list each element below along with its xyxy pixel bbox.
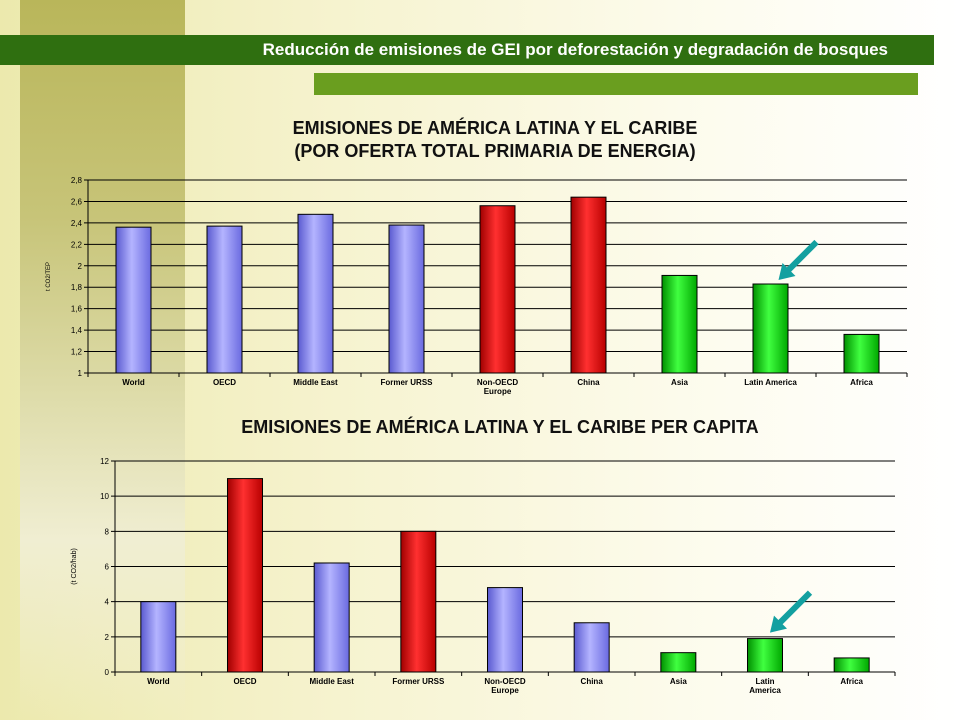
chart2-bar-latin-america	[747, 638, 783, 673]
chart2-title-line1: EMISIONES DE AMÉRICA LATINA Y EL CARIBE …	[241, 417, 759, 437]
chart1-ytick-label: 1,8	[71, 283, 83, 292]
chart1-ytick-label: 2,6	[71, 197, 83, 206]
chart2-ytick-label: 12	[100, 457, 109, 466]
chart2-category-label: Europe	[491, 686, 519, 695]
chart2-svg: 0 2 4 6 8 10 12 (t CO2/hab) World OECD Middle East…	[71, 457, 896, 695]
chart2-category-label: China	[581, 677, 604, 686]
chart2-category-label: Non-OECD	[484, 677, 526, 686]
chart2-category-label: Latin	[755, 677, 774, 686]
chart1-bar-former-urss	[388, 224, 425, 374]
chart1-category-label: Africa	[850, 378, 873, 387]
chart2-category-label: Africa	[840, 677, 863, 686]
decorative-left-band	[20, 0, 185, 720]
chart1-category-label: Non-OECD	[477, 378, 519, 387]
chart1-title-line1: EMISIONES DE AMÉRICA LATINA Y EL CARIBE	[292, 118, 698, 138]
chart1-bar-middle-east	[297, 213, 334, 374]
chart1-bar-non-oecd-europe	[479, 205, 516, 374]
chart2-category-label: Asia	[670, 677, 687, 686]
chart1-category-label: Europe	[484, 387, 512, 396]
chart1-category-label: World	[122, 378, 145, 387]
chart1-ytick-label: 1,6	[71, 305, 83, 314]
chart1-category-label: Middle East	[293, 378, 338, 387]
chart2-highlight-arrow-icon	[770, 590, 813, 633]
accent-bar	[314, 73, 918, 95]
chart2-bar-africa	[833, 657, 870, 673]
chart2-category-label: Middle East	[309, 677, 354, 686]
header-title: Reducción de emisiones de GEI por defore…	[262, 40, 888, 59]
chart1-bar-asia	[661, 274, 698, 374]
chart1-category-label: Latin America	[744, 378, 797, 387]
chart2-bar-oecd	[227, 478, 263, 673]
chart1-bar-latin-america	[752, 283, 789, 374]
chart2-title: EMISIONES DE AMÉRICA LATINA Y EL CARIBE …	[150, 417, 850, 438]
chart1-title-line2: (POR OFERTA TOTAL PRIMARIA DE ENERGIA)	[294, 141, 696, 161]
chart1-bar-world	[115, 226, 152, 374]
chart2-bar-middle-east	[313, 562, 350, 673]
chart1-ytick-label: 2,2	[71, 240, 83, 249]
chart1-category-label: China	[577, 378, 600, 387]
chart2-ytick-label: 6	[105, 563, 110, 572]
header-bar: Reducción de emisiones de GEI por defore…	[0, 35, 934, 65]
chart2-ylabel: (t CO2/hab)	[71, 548, 78, 585]
chart2-bar-world	[140, 601, 177, 673]
chart1-svg: 1 1,2 1,4 1,6 1,8 2 2,2 2,4 2,6 2,8 t CO2/TEP World…	[46, 176, 908, 396]
chart1-category-label: Asia	[671, 378, 688, 387]
chart1-ytick-label: 1	[78, 369, 83, 378]
chart2-bar-former-urss	[400, 530, 437, 673]
chart2-ytick-label: 0	[105, 668, 110, 677]
chart1-title: EMISIONES DE AMÉRICA LATINA Y EL CARIBE …	[200, 118, 790, 162]
chart1-bar-africa	[843, 333, 880, 374]
chart1-ytick-label: 2	[78, 262, 83, 271]
chart1-bar-oecd	[206, 225, 243, 374]
chart2-category-label: Former URSS	[392, 677, 445, 686]
chart2-ytick-label: 4	[105, 598, 110, 607]
chart1-category-label: OECD	[213, 378, 236, 387]
chart1-ylabel: t CO2/TEP	[46, 262, 52, 291]
chart2-bar-non-oecd-europe	[487, 587, 523, 673]
chart1-category-label: Former URSS	[380, 378, 433, 387]
chart2-category-label: World	[147, 677, 170, 686]
chart1-highlight-arrow-icon	[778, 239, 819, 281]
chart1-ytick-label: 1,4	[71, 326, 83, 335]
chart2-ytick-label: 2	[105, 633, 110, 642]
chart1-ytick-label: 1,2	[71, 348, 83, 357]
chart2-category-label: America	[749, 686, 781, 695]
chart2-ytick-label: 8	[105, 527, 110, 536]
chart1-bar-china	[570, 196, 607, 374]
chart1-ytick-label: 2,4	[71, 219, 83, 228]
chart2-bar-china	[573, 622, 610, 673]
chart2-category-label: OECD	[233, 677, 256, 686]
chart2-ytick-label: 10	[100, 492, 109, 501]
chart2-bar-asia	[660, 652, 697, 673]
chart1-ytick-label: 2,8	[71, 176, 83, 185]
